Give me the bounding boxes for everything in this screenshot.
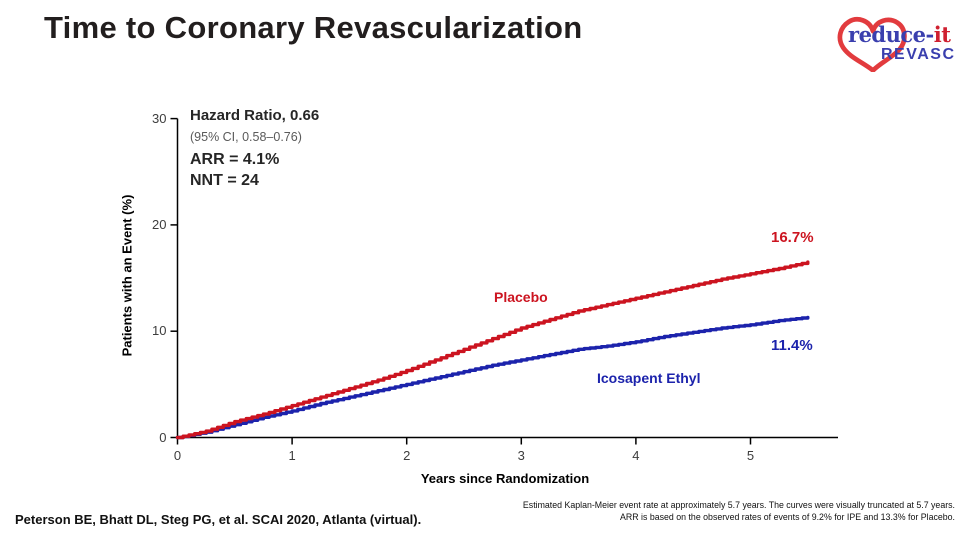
x-tick-label: 0 [173,447,182,463]
confidence-interval-text: (95% CI, 0.58–0.76) [190,130,302,144]
x-tick-label: 4 [632,447,640,463]
logo-word-it: it [933,22,951,47]
x-tick-label: 3 [517,447,525,463]
placebo-curve-label: Placebo [494,289,548,305]
curve-icosapent-ethyl [175,315,810,440]
arr-text: ARR = 4.1% [190,150,280,168]
icosapent-ethyl-curve-label: Icosapent Ethyl [597,370,701,386]
citation-text: Peterson BE, Bhatt DL, Steg PG, et al. S… [15,512,422,527]
logo-word-revasc: REVASC [881,46,956,63]
footnote-line-1: Estimated Kaplan-Meier event rate at app… [522,500,955,510]
x-tick-label: 2 [403,447,411,463]
page-title: Time to Coronary Revascularization [44,10,583,45]
hazard-ratio-text: Hazard Ratio, 0.66 [190,107,320,124]
heart-icon [837,17,907,72]
stats-annotation-block: Hazard Ratio, 0.66 (95% CI, 0.58–0.76) A… [190,108,319,189]
y-axis-title: Patients with an Event (%) [119,194,135,357]
curve-placebo [175,260,810,440]
y-tick-label: 20 [152,216,167,232]
x-tick-label: 5 [746,447,755,463]
logo-wordmark: reduce-it [848,22,951,47]
y-tick-label: 30 [152,110,167,126]
reduce-it-revasc-logo: reduce-it REVASC [831,6,957,72]
y-tick-label: 0 [159,429,167,445]
x-tick-label: 1 [288,447,296,463]
x-axis-title: Years since Randomization [420,471,590,486]
y-tick-label: 10 [152,323,167,339]
icosapent-ethyl-end-rate-label: 11.4% [771,337,813,354]
logo-word-reduce: reduce- [848,22,934,47]
nnt-text: NNT = 24 [190,171,259,189]
placebo-end-rate-label: 16.7% [771,229,814,246]
footnote-line-2: ARR is based on the observed rates of ev… [620,511,955,522]
footnote-text: Estimated Kaplan-Meier event rate at app… [450,500,955,523]
